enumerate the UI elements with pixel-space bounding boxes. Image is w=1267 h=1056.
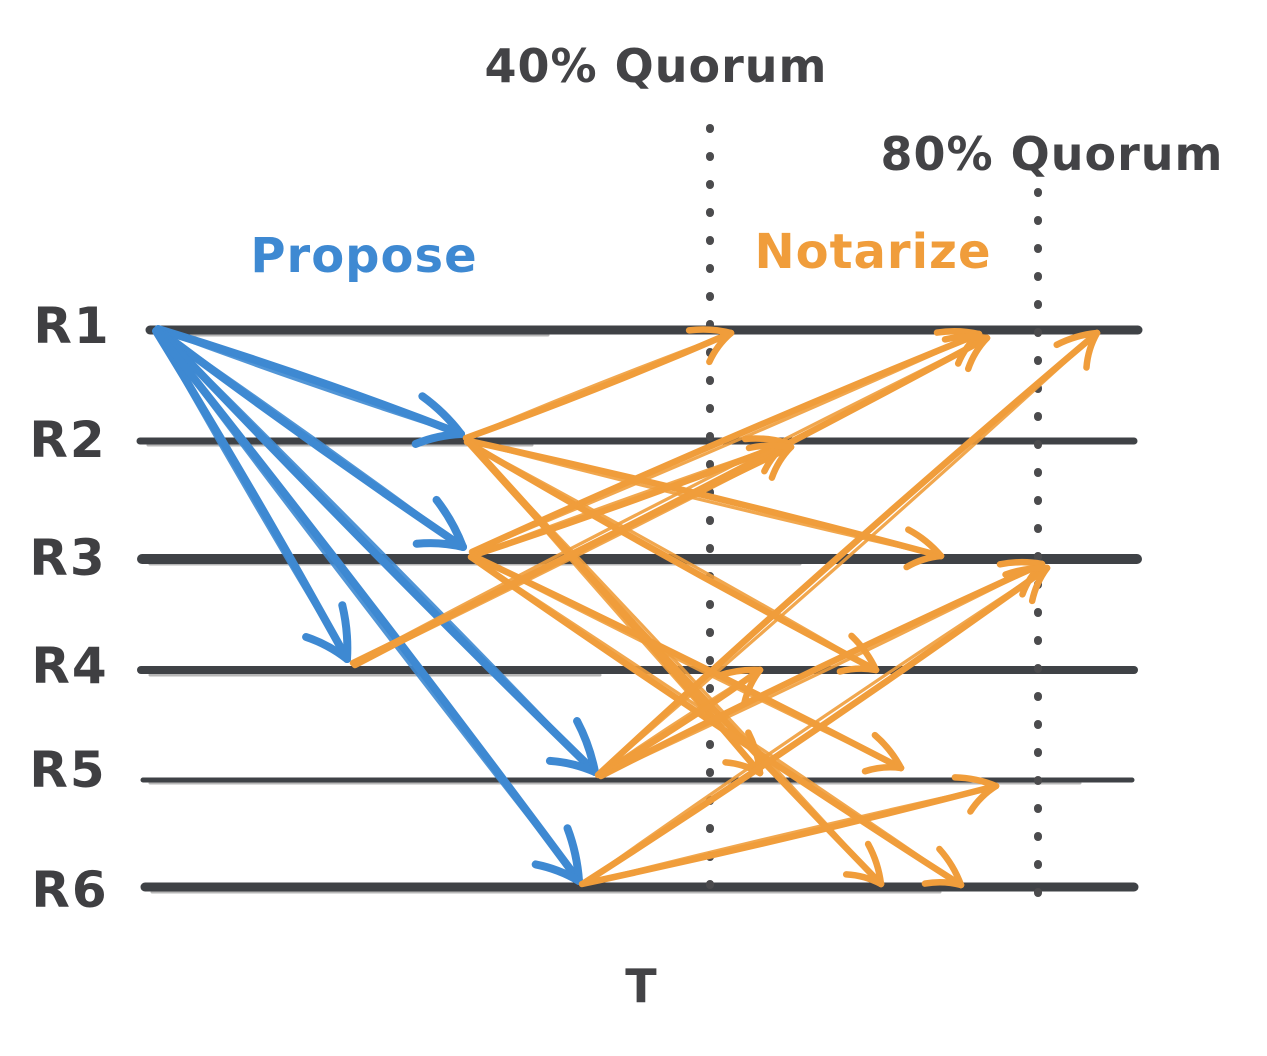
replica-label-r2: R2 bbox=[29, 411, 107, 469]
notarize-phase-label: Notarize bbox=[754, 224, 992, 280]
replica-label-r5: R5 bbox=[29, 741, 107, 799]
replica-label-r4: R4 bbox=[31, 637, 109, 695]
propose-phase-label: Propose bbox=[250, 228, 478, 284]
quorum-80-label: 80% Quorum bbox=[880, 127, 1224, 181]
replica-label-r6: R6 bbox=[31, 861, 109, 919]
quorum-40-label: 40% Quorum bbox=[484, 39, 828, 93]
time-axis-label: T bbox=[625, 959, 657, 1013]
replica-label-r1: R1 bbox=[33, 297, 111, 355]
replica-label-r3: R3 bbox=[29, 529, 107, 587]
